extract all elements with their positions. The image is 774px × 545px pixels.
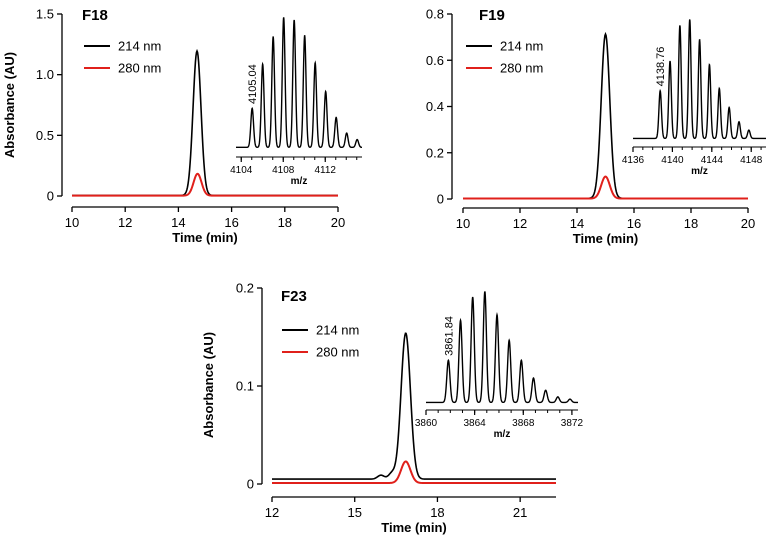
- x-axis-title: Time (min): [573, 231, 639, 246]
- inset-x-tick-label: 4148: [740, 155, 763, 166]
- series-line-280-nm: [272, 460, 556, 485]
- x-axis-title: Time (min): [381, 520, 447, 535]
- panel-f23: 0 0.1 0.2 12 15 18 21 Time (min) Absorbance (AU)…: [201, 281, 583, 536]
- x-tick-label: 16: [224, 215, 238, 230]
- inset-x-tick-label: 4108: [272, 165, 295, 176]
- inset-x-axis-title: m/z: [291, 176, 308, 187]
- y-tick-label: 0: [47, 189, 54, 204]
- panel-title: F19: [479, 7, 505, 24]
- series-line-214-nm: [72, 48, 338, 197]
- inset-x-tick-label: 3868: [512, 418, 535, 429]
- x-tick-label: 12: [513, 216, 527, 231]
- y-tick-label: 0: [437, 192, 444, 207]
- y-tick-label: 0.2: [426, 145, 444, 160]
- inset-x-tick-label: 4104: [230, 165, 253, 176]
- y-tick-label: 1.0: [36, 67, 54, 82]
- inset-x-tick-label: 4140: [661, 155, 684, 166]
- x-tick-label: 10: [456, 216, 470, 231]
- x-tick-label: 18: [430, 505, 444, 520]
- y-tick-label: 0: [247, 477, 254, 492]
- legend-label: 280 nm: [500, 61, 543, 76]
- inset-x-axis-title: m/z: [494, 429, 511, 440]
- x-tick-label: 18: [684, 216, 698, 231]
- series-line-280-nm: [463, 175, 748, 200]
- x-tick-label: 12: [118, 215, 132, 230]
- inset-peak-label: 3861.84: [443, 316, 455, 356]
- y-tick-label: 0.6: [426, 53, 444, 68]
- x-tick-label: 15: [347, 505, 361, 520]
- legend-label: 214 nm: [500, 39, 543, 54]
- inset-peak-label: 4105.04: [247, 64, 259, 104]
- inset-x-tick-label: 4144: [701, 155, 724, 166]
- x-tick-label: 14: [570, 216, 584, 231]
- x-tick-label: 20: [741, 216, 755, 231]
- legend-label: 214 nm: [316, 323, 359, 338]
- inset-spectrum-line: [236, 17, 363, 149]
- x-tick-label: 12: [265, 505, 279, 520]
- panel-f18: 0 0.5 1.0 1.5 10 12 14 16 18 20 Time (min) Absorban…: [2, 7, 363, 245]
- legend-label: 280 nm: [316, 345, 359, 360]
- series-line-280-nm: [72, 172, 338, 197]
- panel-title: F18: [82, 7, 108, 24]
- inset-x-tick-label: 3864: [464, 418, 487, 429]
- x-tick-label: 10: [65, 215, 79, 230]
- y-axis-title: Absorbance (AU): [2, 52, 17, 158]
- inset-x-tick-label: 3860: [415, 418, 438, 429]
- legend-label: 214 nm: [118, 39, 161, 54]
- x-tick-label: 18: [278, 215, 292, 230]
- y-axis-title: Absorbance (AU): [201, 332, 216, 438]
- x-tick-label: 16: [627, 216, 641, 231]
- x-tick-label: 14: [171, 215, 185, 230]
- inset-spectrum-line: [633, 19, 766, 140]
- inset-spectrum-line: [426, 291, 578, 404]
- x-axis-title: Time (min): [172, 230, 238, 245]
- y-tick-label: 0.2: [236, 281, 254, 296]
- y-tick-label: 1.5: [36, 7, 54, 22]
- y-tick-label: 0.8: [426, 7, 444, 22]
- inset-x-axis-title: m/z: [691, 166, 708, 177]
- y-tick-label: 0.4: [426, 99, 444, 114]
- panel-f19: 0 0.2 0.4 0.6 0.8 10 12 14 16 18 20 Time (min) F19 21…: [426, 7, 766, 246]
- series-line-214-nm: [272, 332, 556, 480]
- x-tick-label: 20: [331, 215, 345, 230]
- y-tick-label: 0.5: [36, 128, 54, 143]
- y-tick-label: 0.1: [236, 379, 254, 394]
- legend-label: 280 nm: [118, 61, 161, 76]
- inset-x-tick-label: 3872: [561, 418, 584, 429]
- inset-x-tick-label: 4112: [314, 165, 336, 176]
- inset-x-tick-label: 4136: [622, 155, 645, 166]
- inset-peak-label: 4138.76: [655, 47, 667, 87]
- panel-title: F23: [281, 288, 307, 305]
- x-tick-label: 21: [513, 505, 527, 520]
